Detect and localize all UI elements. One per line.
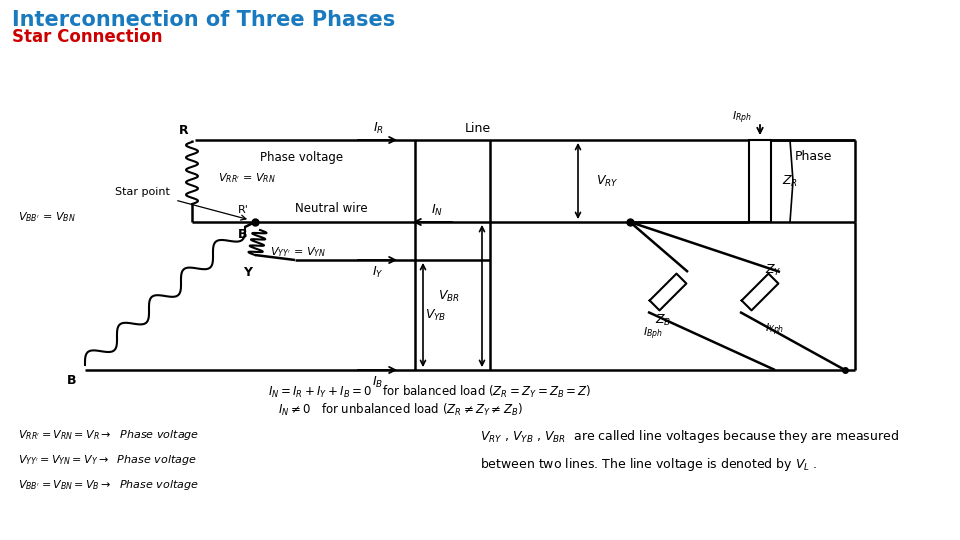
Text: $Z_R$: $Z_R$ — [782, 173, 798, 188]
Text: $V_{RY}$ , $V_{YB}$ , $V_{BR}$  are called line voltages because they are measur: $V_{RY}$ , $V_{YB}$ , $V_{BR}$ are calle… — [480, 428, 899, 473]
Text: $I_{Yph}$: $I_{Yph}$ — [765, 322, 784, 338]
Bar — [749, 140, 771, 222]
Text: $I_N \neq 0$   for unbalanced load ($Z_R \neq Z_Y \neq Z_B$): $I_N \neq 0$ for unbalanced load ($Z_R \… — [277, 402, 522, 418]
Text: R: R — [180, 124, 189, 137]
Text: $I_R$: $I_R$ — [372, 120, 383, 136]
Text: Line: Line — [465, 122, 492, 134]
Text: $V_{BR}$: $V_{BR}$ — [438, 288, 460, 303]
Text: $V_{YY'}$ = $V_{YN}$: $V_{YY'}$ = $V_{YN}$ — [270, 245, 326, 259]
Text: R': R' — [237, 205, 249, 215]
Text: B: B — [238, 227, 248, 240]
Text: B: B — [67, 374, 77, 387]
Text: $V_{RR'} = V_{RN} = V_R \rightarrow$  Phase voltage
$V_{YY'} = V_{YN} = V_Y \rig: $V_{RR'} = V_{RN} = V_R \rightarrow$ Pha… — [18, 428, 200, 492]
Text: Interconnection of Three Phases: Interconnection of Three Phases — [12, 10, 396, 30]
Text: $I_N$: $I_N$ — [431, 202, 443, 218]
Text: $V_{RR'}$ = $V_{RN}$: $V_{RR'}$ = $V_{RN}$ — [218, 171, 276, 185]
Text: $I_B$: $I_B$ — [372, 374, 384, 389]
Text: Neutral wire: Neutral wire — [295, 201, 368, 214]
Text: $I_Y$: $I_Y$ — [372, 265, 384, 280]
Text: $Z_B$: $Z_B$ — [655, 313, 671, 328]
Text: $V_{BB'}$ = $V_{BN}$: $V_{BB'}$ = $V_{BN}$ — [18, 210, 76, 224]
Text: $Z_Y$: $Z_Y$ — [765, 262, 781, 278]
Text: Star point: Star point — [114, 187, 169, 197]
Text: $V_{YB}$: $V_{YB}$ — [425, 307, 446, 322]
Text: $I_{Rph}$: $I_{Rph}$ — [732, 110, 752, 126]
Text: Phase voltage: Phase voltage — [260, 152, 343, 165]
Text: $I_N = I_R + I_Y + I_B = 0$   for balanced load ($Z_R = Z_Y = Z_B = Z$): $I_N = I_R + I_Y + I_B = 0$ for balanced… — [268, 384, 591, 400]
Text: Star Connection: Star Connection — [12, 28, 162, 46]
Text: $I_{Bph}$: $I_{Bph}$ — [643, 326, 663, 342]
Text: Phase: Phase — [795, 150, 832, 163]
Text: Y: Y — [244, 266, 252, 279]
Text: $V_{RY}$: $V_{RY}$ — [596, 173, 618, 188]
